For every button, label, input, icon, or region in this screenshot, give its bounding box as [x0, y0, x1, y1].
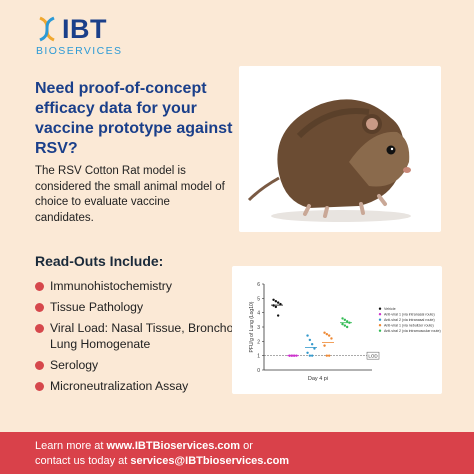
- list-item: Tissue Pathology: [35, 299, 335, 315]
- y-tick-label: 1: [257, 354, 260, 360]
- legend-marker: [378, 318, 382, 321]
- data-point: [276, 314, 280, 317]
- data-point: [276, 301, 280, 304]
- data-point: [313, 347, 316, 350]
- logo-subtitle: BIOSERVICES: [36, 45, 123, 57]
- list-item-label: Tissue Pathology: [50, 300, 144, 314]
- data-point: [325, 354, 329, 357]
- data-point: [345, 320, 349, 323]
- bullet-icon: [35, 382, 44, 391]
- bullet-icon: [35, 282, 44, 291]
- y-tick-label: 2: [257, 339, 260, 345]
- list-item-label: Microneutralization Assay: [50, 379, 189, 393]
- footer-text: Learn more at: [35, 440, 107, 452]
- data-point: [274, 300, 278, 303]
- cotton-rat-illustration: [247, 99, 411, 222]
- intro-text: The RSV Cotton Rat model is considered t…: [35, 165, 225, 224]
- data-point: [323, 331, 326, 334]
- legend-label: Vehicle: [384, 307, 396, 311]
- legend-marker: [378, 313, 382, 316]
- list-item-label: Serology: [50, 358, 99, 372]
- footer-line-1: Learn more at www.IBTBioservices.com or: [35, 439, 474, 454]
- data-point: [327, 334, 331, 337]
- readouts-list: Immunohistochemistry Tissue Pathology Vi…: [35, 278, 335, 399]
- data-point: [279, 302, 282, 306]
- headline: Need proof-of-concept efficacy data for …: [35, 80, 233, 157]
- footer-banner: Learn more at www.IBTBioservices.com or …: [0, 432, 474, 474]
- bullet-icon: [35, 361, 44, 370]
- email-link[interactable]: services@IBTbioservices.com: [130, 454, 290, 467]
- data-point: [272, 304, 275, 307]
- dna-helix-icon: [39, 16, 55, 42]
- cotton-rat-photo: [239, 66, 441, 232]
- list-item: Immunohistochemistry: [35, 278, 335, 294]
- legend-label: Anti-viral 1 (via intranasal route): [384, 313, 435, 317]
- footer-text: contact us today at: [35, 454, 131, 467]
- readouts-title: Read-Outs Include:: [35, 253, 164, 269]
- data-point: [310, 343, 314, 346]
- data-point: [325, 332, 329, 336]
- legend-label: Anti-viral 2 (via intranasal route): [384, 318, 435, 322]
- legend-marker: [378, 324, 382, 327]
- ibt-logo: IBT BIOSERVICES: [36, 14, 156, 57]
- x-axis-label: Day 4 pi: [308, 376, 328, 382]
- data-point: [343, 324, 347, 327]
- legend-marker: [378, 329, 382, 332]
- y-tick-label: 0: [257, 368, 260, 374]
- lod-label: LOD: [368, 353, 378, 358]
- y-tick-label: 4: [257, 311, 260, 317]
- data-point: [272, 298, 275, 301]
- list-item: Serology: [35, 357, 335, 373]
- bullet-icon: [35, 324, 44, 333]
- logo-wordmark: IBT: [62, 14, 107, 44]
- y-tick-label: 3: [257, 325, 260, 331]
- data-point: [310, 354, 314, 357]
- footer-line-2: contact us today at services@IBTbioservi…: [35, 454, 474, 469]
- y-tick-label: 6: [257, 282, 260, 288]
- data-point: [323, 344, 326, 347]
- legend-label: Anti-viral 1 (via nebulizer route): [384, 324, 434, 328]
- website-link[interactable]: www.IBTBioservices.com: [106, 440, 241, 452]
- data-point: [274, 305, 278, 309]
- data-point: [306, 334, 309, 337]
- list-item: Microneutralization Assay: [35, 378, 335, 394]
- data-point: [330, 337, 333, 340]
- data-point: [306, 351, 309, 354]
- data-point: [343, 318, 347, 322]
- y-axis-label: PFU/g of Lung (Log10): [249, 301, 255, 352]
- y-tick-label: 5: [257, 296, 260, 302]
- data-point: [308, 338, 312, 342]
- legend-marker: [378, 307, 382, 310]
- data-point: [327, 354, 331, 357]
- footer-text: or: [240, 440, 253, 452]
- lod-box: [366, 351, 380, 360]
- legend-label: Anti-viral 2 (via intramuscular route): [384, 329, 441, 333]
- list-item-label: Immunohistochemistry: [50, 279, 172, 293]
- data-point: [308, 354, 312, 357]
- viral-load-chart: 0 1 2 3 4 5 6 PFU/g of Lung (Log10) Day 4 pi LOD …: [232, 266, 442, 394]
- data-point: [341, 322, 344, 326]
- data-point: [345, 325, 349, 329]
- data-point: [341, 317, 344, 320]
- bullet-icon: [35, 303, 44, 312]
